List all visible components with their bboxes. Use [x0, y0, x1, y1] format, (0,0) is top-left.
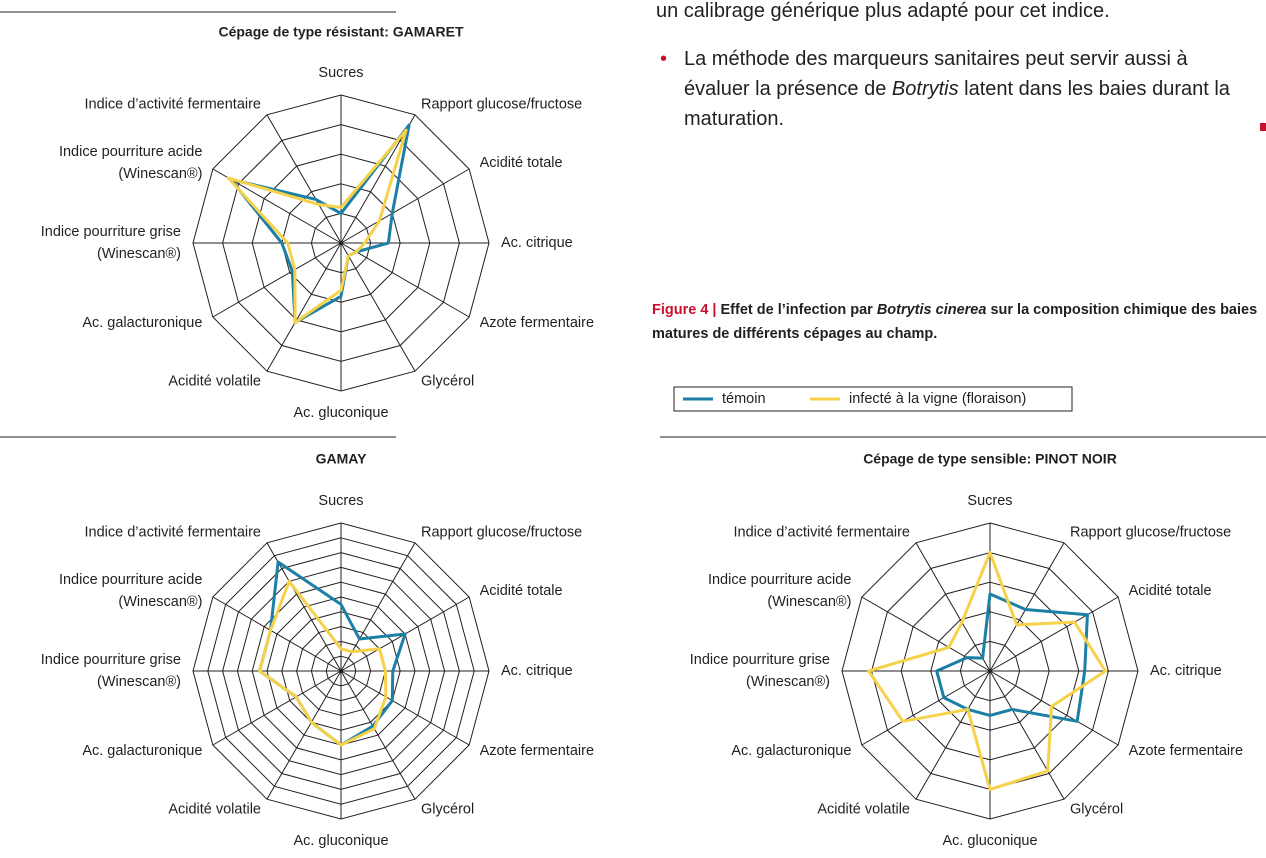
- axis-label: Ac. gluconique: [942, 833, 1037, 849]
- axis-label: Indice pourriture grise (Winescan®): [41, 224, 181, 262]
- axis-label: Ac. galacturonique: [82, 743, 202, 759]
- chart-title: Cépage de type résistant: GAMARET: [218, 24, 463, 40]
- axis-label: Rapport glucose/fructose: [1070, 524, 1231, 540]
- axis-label: Glycérol: [421, 801, 474, 817]
- axis-spoke: [340, 542, 416, 672]
- bullet-text: La méthode des marqueurs sanitaires peut…: [684, 44, 1244, 134]
- axis-spoke: [989, 542, 1065, 672]
- label-line: (Winescan®): [97, 246, 181, 262]
- axis-label: Acidité totale: [480, 155, 563, 171]
- series-line: [935, 592, 1089, 723]
- axis-label: Ac. citrique: [501, 235, 573, 251]
- axis-label: Indice pourriture acide (Winescan®): [708, 572, 851, 610]
- legend-label: infecté à la vigne (floraison): [849, 391, 1026, 407]
- series-line: [226, 128, 408, 324]
- series-line: [867, 551, 1107, 791]
- axis-spoke: [266, 114, 342, 244]
- label-line: Indice pourriture grise: [41, 652, 181, 668]
- bullet-dot: •: [660, 48, 668, 70]
- label-line: Indice pourriture acide: [708, 572, 851, 588]
- label-line: (Winescan®): [746, 674, 830, 690]
- axis-spoke: [915, 670, 991, 800]
- axis-spoke: [861, 670, 991, 746]
- axis-label: Acidité volatile: [168, 373, 261, 389]
- axis-spoke: [266, 670, 342, 800]
- axis-label: Ac. gluconique: [293, 405, 388, 421]
- axis-label: Indice d’activité fermentaire: [85, 524, 262, 540]
- axis-spoke: [989, 596, 1119, 672]
- axis-label: Azote fermentaire: [1129, 743, 1243, 759]
- axis-spoke: [212, 242, 342, 318]
- axis-spoke: [989, 670, 1119, 746]
- text: sur la composition chimique des baies ma…: [652, 302, 1258, 342]
- bullet: • La méthode des marqueurs sanitaires pe…: [660, 44, 1260, 134]
- chart-title: GAMAY: [316, 451, 367, 467]
- axis-label: Indice pourriture grise (Winescan®): [690, 652, 830, 690]
- series-line: [258, 579, 388, 747]
- caption-label: Figure 4 |: [652, 302, 721, 318]
- axis-label: Sucres: [318, 493, 363, 509]
- axis-label: Ac. citrique: [501, 663, 573, 679]
- axis-spoke: [340, 168, 470, 244]
- label-line: Indice pourriture acide: [59, 144, 202, 160]
- axis-label: Acidité totale: [480, 583, 563, 599]
- axis-label: Indice pourriture grise (Winescan®): [41, 652, 181, 690]
- axis-spoke: [340, 670, 416, 800]
- label-line: Indice pourriture grise: [41, 224, 181, 240]
- legend-box: [673, 386, 1073, 412]
- label-line: Indice pourriture grise: [690, 652, 830, 668]
- axis-label: Indice d’activité fermentaire: [734, 524, 911, 540]
- axis-label: Sucres: [967, 493, 1012, 509]
- text: La méthode des marqueurs sanitaires peut…: [684, 48, 1188, 100]
- axis-label: Acidité volatile: [817, 801, 910, 817]
- axis-label: Acidité totale: [1129, 583, 1212, 599]
- axis-label: Rapport glucose/fructose: [421, 524, 582, 540]
- axis-spoke: [340, 242, 470, 318]
- axis-spoke: [989, 670, 1065, 800]
- axis-label: Rapport glucose/fructose: [421, 96, 582, 112]
- axis-spoke: [212, 596, 342, 672]
- paragraph: un calibrage générique plus adapté pour …: [656, 0, 1110, 22]
- legend-label: témoin: [722, 391, 766, 407]
- text: latent dans les baies durant la maturati…: [684, 78, 1230, 130]
- label-line: (Winescan®): [97, 674, 181, 690]
- axis-label: Ac. citrique: [1150, 663, 1222, 679]
- label-line: (Winescan®): [118, 594, 202, 610]
- axis-label: Ac. galacturonique: [82, 315, 202, 331]
- end-mark: [1260, 123, 1266, 131]
- chart-title: Cépage de type sensible: PINOT NOIR: [863, 451, 1117, 467]
- axis-spoke: [915, 542, 991, 672]
- text: Botrytis cinerea: [876, 302, 987, 318]
- axis-label: Acidité volatile: [168, 801, 261, 817]
- axis-label: Glycérol: [1070, 801, 1123, 817]
- axis-label: Ac. gluconique: [293, 833, 388, 849]
- label-line: (Winescan®): [767, 594, 851, 610]
- label-line: (Winescan®): [118, 166, 202, 182]
- axis-spoke: [266, 242, 342, 372]
- axis-spoke: [212, 670, 342, 746]
- text: Effet de l’infection par: [720, 302, 877, 318]
- caption: Figure 4 | Effet de l’infection par Botr…: [652, 298, 1266, 346]
- axis-label: Azote fermentaire: [480, 315, 594, 331]
- axis-label: Ac. galacturonique: [731, 743, 851, 759]
- axis-label: Glycérol: [421, 373, 474, 389]
- axis-label: Indice pourriture acide (Winescan®): [59, 144, 202, 182]
- axis-label: Indice d’activité fermentaire: [85, 96, 262, 112]
- axis-spoke: [340, 242, 416, 372]
- axis-spoke: [340, 670, 470, 746]
- text: Botrytis: [891, 78, 959, 100]
- axis-label: Sucres: [318, 65, 363, 81]
- axis-label: Azote fermentaire: [480, 743, 594, 759]
- label-line: Indice pourriture acide: [59, 572, 202, 588]
- axis-label: Indice pourriture acide (Winescan®): [59, 572, 202, 610]
